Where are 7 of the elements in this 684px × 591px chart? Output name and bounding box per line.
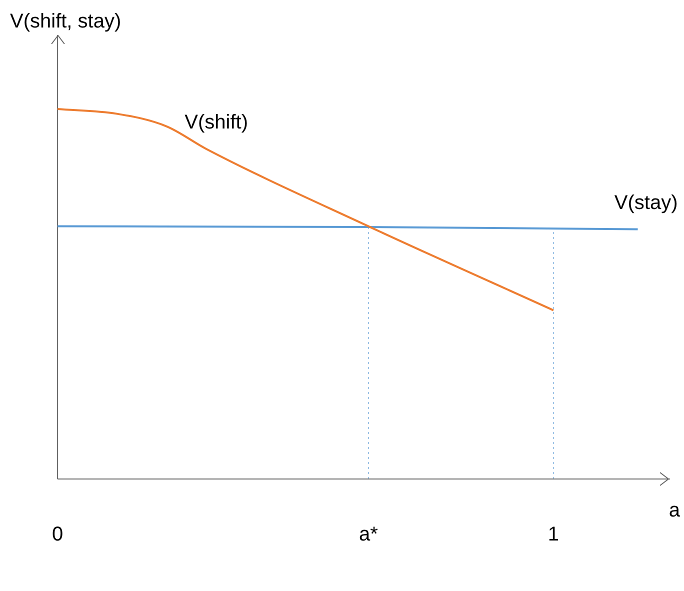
y-axis-title: V(shift, stay) xyxy=(10,10,122,33)
x-tick-label: a* xyxy=(359,524,378,546)
series-label: V(stay) xyxy=(614,192,678,214)
x-axis-title: a xyxy=(668,500,681,522)
x-tick-label: 0 xyxy=(52,524,64,546)
series-label: V(shift) xyxy=(184,111,248,134)
x-tick-label: 1 xyxy=(548,524,560,546)
